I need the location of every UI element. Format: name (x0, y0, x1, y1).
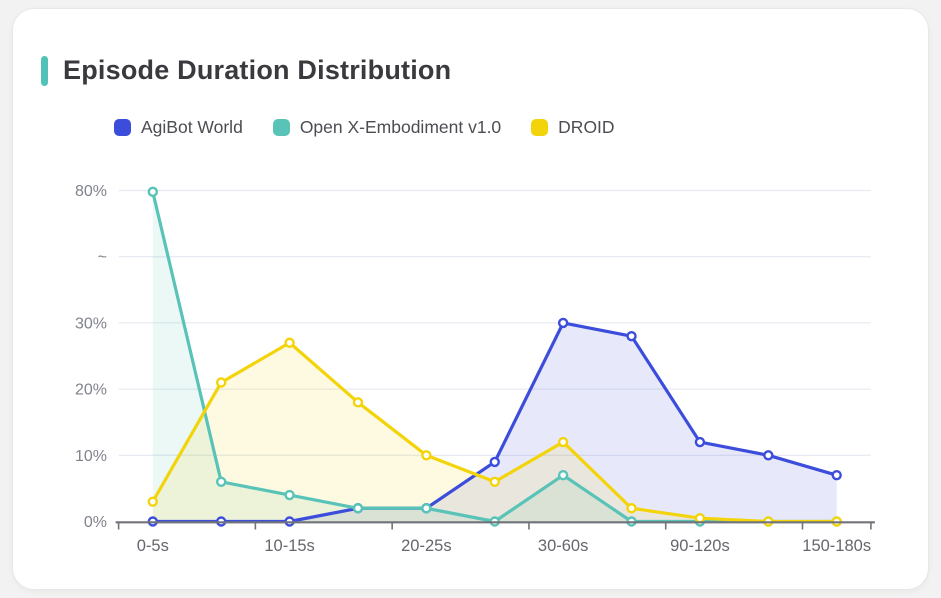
title-accent-bar (41, 55, 48, 86)
legend-item-agibot-world[interactable]: AgiBot World (114, 117, 243, 138)
data-point-2-3[interactable] (352, 397, 364, 408)
x-axis-label: 20-25s (401, 537, 451, 555)
data-point-0-6[interactable] (557, 317, 569, 329)
data-point-0-5[interactable] (489, 456, 500, 468)
series-area-2 (152, 342, 837, 522)
y-axis-label: 30% (75, 315, 107, 332)
data-point-2-4[interactable] (421, 450, 432, 461)
y-axis-label: 0% (84, 514, 107, 531)
y-axis-label: 80% (75, 183, 107, 200)
data-point-0-8[interactable] (694, 436, 706, 448)
data-point-0-7[interactable] (626, 330, 637, 342)
data-point-1-3[interactable] (352, 503, 364, 514)
data-point-1-4[interactable] (421, 503, 432, 514)
data-point-2-0[interactable] (147, 496, 159, 507)
series-area-0 (152, 322, 837, 522)
data-point-1-6[interactable] (557, 469, 569, 481)
data-point-2-2[interactable] (284, 337, 295, 348)
data-point-1-2[interactable] (284, 489, 295, 501)
legend-item-droid[interactable]: DROID (531, 117, 615, 138)
x-axis-label: 0-5s (137, 537, 169, 555)
y-axis-label: 10% (75, 448, 107, 465)
chart-legend: AgiBot World Open X-Embodiment v1.0 DROI… (114, 117, 615, 138)
line-chart-plot: 0% 10% 20% 30% ~80% 0-5s 10-15s 20-25s 30-60s 90-… (75, 183, 875, 555)
data-point-0-10[interactable] (831, 469, 842, 481)
legend-label: AgiBot World (141, 117, 243, 137)
data-point-2-7[interactable] (626, 503, 637, 514)
data-point-1-1[interactable] (215, 476, 227, 487)
y-axis-label: ~ (98, 249, 107, 266)
data-point-2-8[interactable] (694, 512, 706, 524)
x-axis-label: 90-120s (670, 537, 730, 555)
data-point-1-0[interactable] (147, 186, 159, 198)
legend-item-open-x-embodiment[interactable]: Open X-Embodiment v1.0 (272, 117, 502, 138)
x-axis-label: 30-60s (538, 537, 588, 555)
data-point-2-1[interactable] (215, 377, 227, 388)
x-axis-label: 150-180s (802, 537, 871, 555)
legend-swatch-icon (114, 119, 131, 136)
chart-card: Episode Duration Distribution AgiBot Wor… (12, 8, 929, 590)
page-title: Episode Duration Distribution (63, 55, 452, 85)
legend-label: Open X-Embodiment v1.0 (299, 117, 502, 137)
data-point-0-9[interactable] (763, 450, 774, 461)
legend-label: DROID (558, 117, 615, 137)
series-area-1 (152, 191, 837, 522)
x-axis-label: 10-15s (264, 537, 314, 555)
data-point-2-5[interactable] (489, 476, 500, 487)
y-axis-label: 20% (75, 382, 107, 399)
legend-swatch-icon (531, 119, 549, 136)
title-row: Episode Duration Distribution (41, 55, 451, 86)
legend-swatch-icon (272, 119, 290, 136)
data-point-2-6[interactable] (557, 436, 569, 448)
